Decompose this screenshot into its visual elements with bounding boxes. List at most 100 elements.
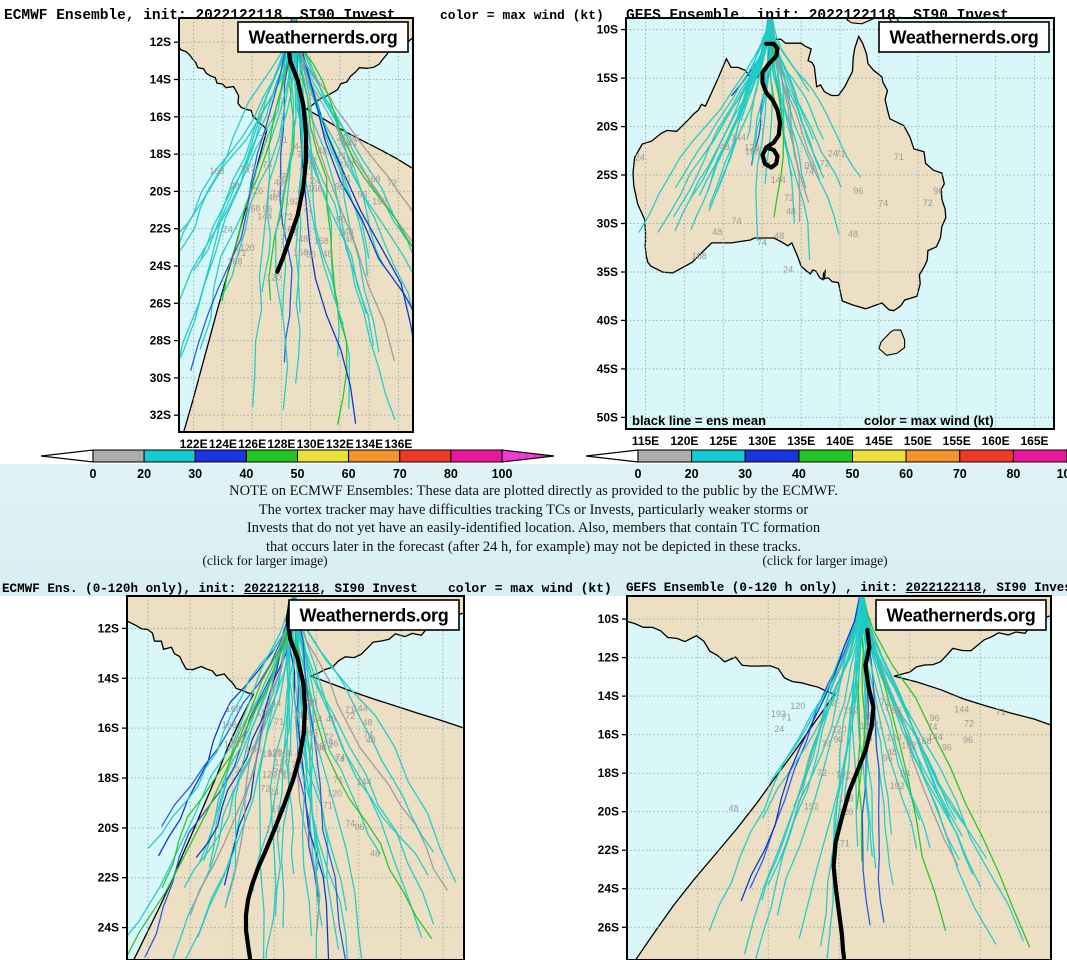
svg-text:96: 96: [963, 735, 973, 745]
svg-text:16S: 16S: [98, 721, 119, 735]
svg-text:96: 96: [933, 186, 943, 196]
svg-text:168: 168: [366, 174, 381, 184]
svg-text:30S: 30S: [150, 371, 171, 385]
svg-text:71: 71: [840, 838, 850, 848]
svg-text:71: 71: [996, 707, 1006, 717]
svg-text:96: 96: [833, 734, 843, 744]
svg-text:96: 96: [942, 743, 952, 753]
svg-text:168: 168: [227, 257, 242, 267]
svg-text:60: 60: [342, 467, 356, 481]
svg-text:30: 30: [738, 467, 752, 481]
svg-text:24: 24: [230, 181, 240, 191]
svg-text:192: 192: [372, 196, 387, 206]
svg-text:168: 168: [210, 166, 225, 176]
svg-text:50S: 50S: [597, 410, 618, 424]
svg-text:96: 96: [891, 706, 901, 716]
svg-text:120: 120: [266, 273, 281, 283]
svg-text:115E: 115E: [632, 434, 659, 448]
svg-text:45S: 45S: [597, 362, 618, 376]
svg-text:100: 100: [1057, 467, 1067, 481]
svg-text:74: 74: [822, 739, 832, 749]
svg-text:192: 192: [890, 781, 905, 791]
svg-text:24: 24: [774, 724, 784, 734]
svg-text:70: 70: [393, 467, 407, 481]
svg-text:71: 71: [880, 697, 890, 707]
svg-text:168: 168: [308, 184, 323, 194]
svg-text:12S: 12S: [98, 621, 119, 635]
svg-text:71: 71: [340, 137, 350, 147]
svg-text:120: 120: [744, 142, 759, 152]
svg-text:48: 48: [298, 234, 308, 244]
svg-text:96: 96: [328, 739, 338, 749]
svg-text:48: 48: [370, 848, 380, 858]
svg-text:48: 48: [317, 146, 327, 156]
svg-text:71: 71: [303, 204, 313, 214]
svg-text:48: 48: [720, 142, 730, 152]
svg-text:96: 96: [350, 133, 360, 143]
svg-text:24: 24: [235, 765, 245, 775]
svg-text:168: 168: [245, 203, 260, 213]
svg-text:48: 48: [729, 803, 739, 813]
svg-text:22S: 22S: [598, 843, 619, 857]
svg-text:24S: 24S: [98, 921, 119, 935]
svg-text:145E: 145E: [865, 434, 893, 448]
svg-text:24: 24: [269, 787, 279, 797]
svg-text:18S: 18S: [98, 771, 119, 785]
svg-text:168: 168: [222, 720, 237, 730]
svg-text:168: 168: [293, 247, 308, 257]
svg-text:Weathernerds.org: Weathernerds.org: [887, 606, 1036, 626]
svg-text:71: 71: [337, 151, 347, 161]
svg-text:120: 120: [886, 732, 901, 742]
svg-text:74: 74: [262, 159, 272, 169]
svg-text:18S: 18S: [150, 147, 171, 161]
svg-text:192: 192: [262, 749, 277, 759]
svg-text:71: 71: [341, 173, 351, 183]
svg-text:120: 120: [240, 243, 255, 253]
svg-text:22S: 22S: [98, 871, 119, 885]
svg-text:71: 71: [873, 721, 883, 731]
svg-text:135E: 135E: [787, 434, 815, 448]
svg-text:71: 71: [894, 152, 904, 162]
svg-text:140E: 140E: [826, 434, 854, 448]
svg-text:30: 30: [188, 467, 202, 481]
svg-text:0: 0: [635, 467, 642, 481]
svg-text:10S: 10S: [597, 23, 618, 37]
svg-text:144: 144: [353, 704, 368, 714]
svg-text:168: 168: [314, 236, 329, 246]
svg-text:96: 96: [883, 753, 893, 763]
svg-text:168: 168: [309, 742, 324, 752]
svg-text:40: 40: [239, 467, 253, 481]
svg-text:144: 144: [771, 175, 786, 185]
svg-text:10S: 10S: [598, 612, 619, 626]
svg-text:Weathernerds.org: Weathernerds.org: [890, 28, 1039, 48]
svg-text:20: 20: [685, 467, 699, 481]
svg-text:155E: 155E: [943, 434, 971, 448]
svg-text:74: 74: [293, 710, 303, 720]
svg-text:120: 120: [262, 769, 277, 779]
svg-text:72: 72: [826, 698, 836, 708]
svg-text:100: 100: [492, 467, 513, 481]
svg-text:71: 71: [333, 775, 343, 785]
svg-text:192: 192: [257, 708, 272, 718]
svg-text:15S: 15S: [597, 71, 618, 85]
svg-text:192: 192: [843, 705, 858, 715]
svg-text:74: 74: [334, 755, 344, 765]
svg-text:160E: 160E: [982, 434, 1010, 448]
svg-text:96: 96: [853, 186, 863, 196]
svg-text:48: 48: [326, 714, 336, 724]
svg-text:150E: 150E: [904, 434, 932, 448]
svg-text:72: 72: [283, 212, 293, 222]
svg-text:24: 24: [223, 224, 233, 234]
svg-text:0: 0: [90, 467, 97, 481]
svg-text:28S: 28S: [150, 334, 171, 348]
svg-text:96: 96: [358, 190, 368, 200]
svg-text:16S: 16S: [598, 728, 619, 742]
svg-text:12S: 12S: [598, 651, 619, 665]
svg-text:74: 74: [732, 216, 742, 226]
svg-text:96: 96: [308, 728, 318, 738]
svg-text:168: 168: [692, 251, 707, 261]
svg-text:144: 144: [731, 133, 746, 143]
svg-text:24S: 24S: [598, 882, 619, 896]
svg-text:48: 48: [345, 235, 355, 245]
svg-text:168: 168: [339, 160, 354, 170]
